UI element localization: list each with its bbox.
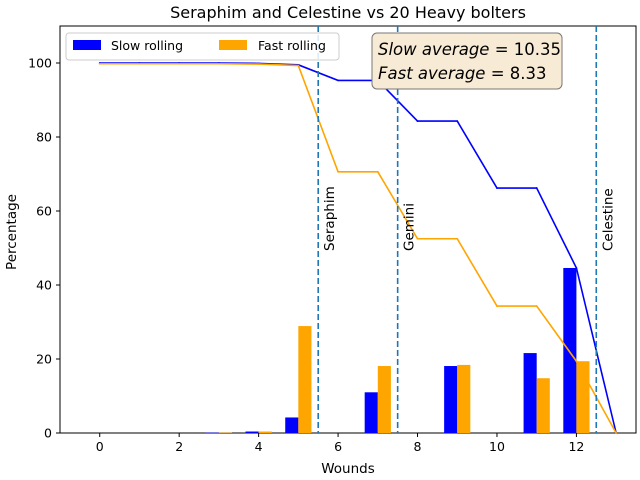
line-point — [615, 432, 618, 434]
x-tick-label: 0 — [96, 439, 104, 454]
line-point — [416, 120, 419, 122]
bar — [364, 392, 378, 433]
line-point — [416, 237, 419, 240]
line-point — [337, 79, 339, 82]
line-point — [98, 62, 101, 65]
bar — [298, 326, 312, 433]
line-point — [575, 360, 578, 363]
line-point — [496, 305, 498, 307]
series-line — [99, 62, 617, 434]
axes-frame — [59, 25, 637, 434]
x-tick-label: 12 — [568, 439, 584, 454]
x-tick-label: 10 — [489, 439, 505, 454]
bar — [444, 366, 458, 433]
line-point — [337, 170, 339, 173]
bar — [258, 431, 272, 433]
line-point — [217, 62, 220, 65]
y-tick-label: 40 — [36, 278, 52, 293]
y-tick-label: 20 — [36, 352, 52, 367]
line-point — [535, 305, 538, 307]
bar — [523, 353, 537, 433]
x-axis-label: Wounds — [321, 461, 375, 477]
y-axis-label: Percentage — [4, 194, 20, 270]
averages-annotation: Slow average = 10.35 Fast average = 8.33 — [371, 32, 563, 90]
line-point — [138, 62, 141, 65]
line-point — [456, 237, 459, 240]
fast-average-equals: = — [485, 64, 509, 83]
y-tick-label: 60 — [36, 204, 52, 219]
x-tick-label: 4 — [255, 439, 263, 454]
y-tick-label: 0 — [44, 426, 52, 441]
bar — [285, 417, 299, 433]
chart-title: Seraphim and Celestine vs 20 Heavy bolte… — [170, 3, 526, 22]
bar — [457, 364, 471, 433]
line-point — [257, 63, 260, 66]
x-tick-label: 8 — [414, 439, 422, 454]
fast-average-text: Fast average = 8.33 — [378, 64, 547, 83]
legend-swatch — [73, 40, 101, 50]
annotation-box — [371, 32, 563, 90]
legend-label: Slow rolling — [111, 38, 183, 53]
y-tick-label: 80 — [36, 130, 52, 145]
fast-average-value: 8.33 — [510, 64, 547, 83]
vertical-line-label: Gemini — [402, 203, 418, 251]
legend-box — [65, 32, 340, 61]
legend-label: Fast rolling — [258, 38, 326, 53]
line-point — [178, 62, 181, 65]
slow-average-equals: = — [489, 40, 513, 59]
line-point — [297, 64, 300, 67]
legend: Slow rolling Fast rolling — [65, 32, 340, 61]
bar — [563, 267, 577, 433]
legend-swatch — [219, 40, 247, 50]
slow-average-value: 10.35 — [514, 40, 561, 59]
y-tick-label: 100 — [28, 56, 52, 71]
line-point — [376, 170, 379, 173]
line-point — [496, 187, 498, 189]
line-point — [575, 267, 578, 269]
line-point — [535, 187, 538, 189]
bar — [377, 366, 391, 433]
fast-average-label: Fast average — [378, 64, 485, 83]
vertical-line-label: Celestine — [600, 188, 616, 251]
bar — [245, 431, 259, 433]
line-point — [456, 120, 459, 122]
slow-average-label: Slow average — [378, 40, 489, 59]
bar — [536, 378, 550, 433]
vertical-line-label: Seraphim — [322, 186, 338, 251]
slow-average-text: Slow average = 10.35 — [378, 40, 561, 59]
x-tick-label: 2 — [175, 439, 183, 454]
plot-area: 0 2 4 6 8 10 12 0 20 40 60 80 100 Seraphim Gemini Celes… — [28, 25, 637, 454]
x-tick-label: 6 — [334, 439, 342, 454]
